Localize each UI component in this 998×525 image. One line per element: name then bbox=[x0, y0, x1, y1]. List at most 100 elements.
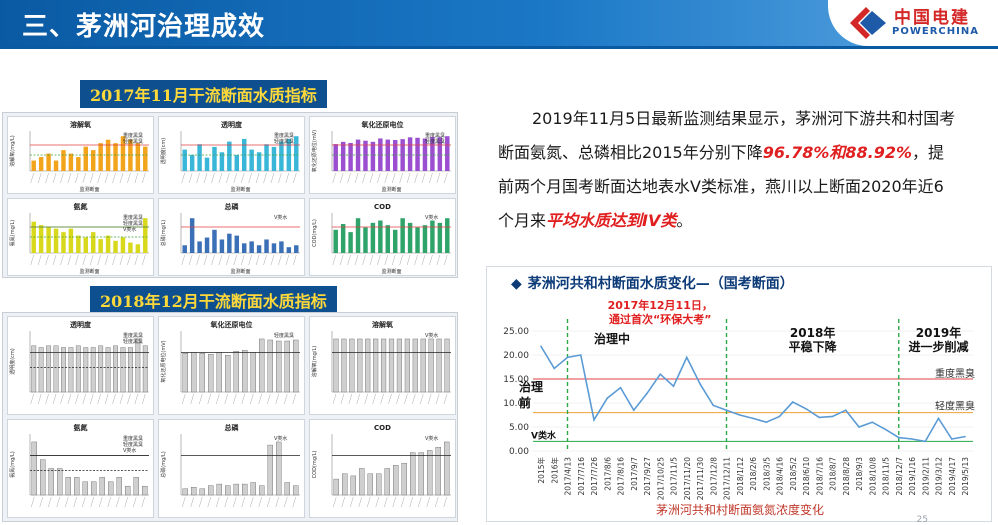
mini18-bar-0-3 bbox=[53, 345, 59, 393]
mini18-xtick-1-4 bbox=[216, 393, 220, 405]
mini17-bar-1-6 bbox=[227, 141, 232, 171]
mini18-xtick-4-6 bbox=[233, 496, 237, 508]
big-xtick-7: 2017/9/7 bbox=[630, 457, 639, 491]
mini18-xtick-5-13 bbox=[443, 496, 447, 508]
mini18-xtick-5-7 bbox=[392, 496, 396, 508]
mini18-xtick-0-10 bbox=[104, 393, 109, 405]
mini17-bar-1-2 bbox=[197, 144, 202, 171]
mini17-bar-5-12 bbox=[422, 225, 428, 253]
mini17-bar-3-4 bbox=[61, 232, 66, 253]
summary-part3: 。 bbox=[676, 211, 693, 230]
mini17-xtick-3-10 bbox=[104, 254, 109, 266]
mini18-xtick-0-11 bbox=[112, 393, 116, 405]
mini18-xtick-3-0 bbox=[31, 496, 35, 508]
mini17-xtick-4-3 bbox=[203, 254, 208, 266]
mini17-bar-2-1 bbox=[340, 141, 346, 171]
mini17-xtick-4-8 bbox=[240, 254, 245, 266]
mini17-bar-1-11 bbox=[264, 144, 269, 171]
mini18-xtick-3-2 bbox=[48, 496, 52, 508]
mini17-bar-4-0 bbox=[182, 245, 187, 253]
mini17-xtick-2-2 bbox=[347, 172, 351, 184]
mini17-xtick-1-0 bbox=[181, 172, 185, 184]
mini18-bar-2-1 bbox=[341, 338, 347, 393]
mini18-chart-5: COD COD(mg/L) V类水 bbox=[309, 419, 456, 518]
mini17-xtick-3-3 bbox=[52, 254, 57, 266]
mini18-bar-3-12 bbox=[133, 477, 139, 496]
big-xtick-13: 2017/12/8 bbox=[709, 457, 718, 496]
mini17-xtick-0-14 bbox=[134, 172, 139, 184]
mini18-xtick-2-7 bbox=[388, 393, 392, 405]
mini18-bar-2-5 bbox=[373, 338, 379, 393]
mini17-bar-5-13 bbox=[430, 220, 435, 253]
ammonia-point-20 bbox=[805, 407, 807, 410]
header-divider bbox=[0, 46, 998, 49]
mini18-xtick-2-14 bbox=[443, 393, 448, 405]
mini18-xtick-5-5 bbox=[375, 496, 379, 508]
mini17-xtick-3-14 bbox=[134, 254, 139, 266]
big-xtick-25: 2018/10/8 bbox=[868, 457, 877, 496]
mini18-bar-3-7 bbox=[90, 481, 97, 496]
mini18-bar-1-9 bbox=[258, 338, 265, 393]
big-xtick-18: 2018/4/16 bbox=[776, 457, 785, 496]
mini17-xtick-1-1 bbox=[188, 172, 193, 184]
mini17-xtick-4-15 bbox=[293, 254, 297, 266]
ammonia-point-7 bbox=[632, 409, 635, 411]
big-xtick-3: 2017/7/16 bbox=[577, 457, 586, 496]
mini-chart-grid-2018: 透明度 透明度(cm) 重度黑臭 轻度黑臭 氧化还原电位 氧化还原电位(mV) 轻度黑臭 溶解… bbox=[2, 312, 458, 522]
mini18-bar-3-2 bbox=[48, 468, 55, 496]
mini18-xtick-0-6 bbox=[75, 393, 79, 405]
summary-part1: 2019年11月5日最新监测结果显示，茅洲河下游共和村国考断面氨氮、总磷相比20… bbox=[498, 109, 956, 162]
mini17-bar-0-0 bbox=[31, 160, 36, 171]
mini17-bar-2-10 bbox=[407, 137, 413, 171]
mini18-xtick-0-15 bbox=[142, 393, 146, 405]
big-xtick-22: 2018/8/7 bbox=[829, 457, 838, 491]
ammonia-point-9 bbox=[659, 373, 662, 375]
mini18-xtick-4-2 bbox=[199, 496, 203, 508]
mini17-bar-1-15 bbox=[294, 136, 299, 171]
mini18-xtick-0-14 bbox=[134, 393, 139, 405]
mini17-legend-2-1: 轻度黑臭 bbox=[425, 138, 445, 145]
mini18-bar-0-10 bbox=[105, 347, 111, 393]
ammonia-point-10 bbox=[672, 385, 675, 387]
mini17-bar-0-11 bbox=[113, 143, 118, 171]
mini18-bar-2-6 bbox=[380, 338, 387, 393]
mini17-bar-0-9 bbox=[98, 143, 103, 171]
mini18-xtick-5-0 bbox=[333, 496, 337, 508]
mini17-legend-3-0: 重度黑臭 bbox=[123, 214, 143, 221]
big-xtick-15: 2018/1/12 bbox=[736, 457, 745, 496]
mini17-legend-2-0: 重度黑臭 bbox=[425, 132, 445, 139]
powerchina-logo-icon bbox=[850, 7, 886, 39]
mini17-xtick-0-11 bbox=[112, 172, 116, 184]
summary-part2: ，提前两个月国考断面达地表水V类标准，燕川以上断面2020年近6个月来 bbox=[498, 143, 945, 230]
mini17-bar-5-4 bbox=[363, 227, 368, 253]
mini17-bar-2-7 bbox=[385, 139, 391, 171]
mini17-xtick-1-14 bbox=[285, 172, 290, 184]
light-label: 轻度黑臭 bbox=[935, 400, 975, 413]
mini17-xtick-5-4 bbox=[362, 254, 366, 266]
mini17-bar-5-11 bbox=[415, 227, 420, 253]
mini18-bar-1-11 bbox=[275, 340, 282, 393]
mini18-chart-3: 氨氮 氨氮(mg/L) 重度黑臭 轻度黑臭 V类水 bbox=[7, 419, 154, 518]
mini18-bar-3-9 bbox=[107, 481, 114, 496]
ammonia-point-26 bbox=[884, 428, 887, 431]
mini17-bar-4-15 bbox=[294, 245, 299, 253]
mini18-xtick-4-7 bbox=[241, 496, 245, 508]
mini17-bar-3-5 bbox=[68, 228, 74, 253]
mini18-legend-5-0: V类水 bbox=[425, 435, 438, 442]
ammonia-point-2 bbox=[566, 356, 569, 359]
mini18-xtick-1-13 bbox=[292, 393, 296, 405]
mini18-xtick-5-2 bbox=[350, 496, 354, 508]
ammonia-point-8 bbox=[646, 392, 648, 395]
ammonia-point-17 bbox=[765, 421, 768, 423]
phase-label-2019-desc: 进一步削减 bbox=[908, 339, 968, 354]
mini-chart-grid-2017: 溶解氧 溶解氧(mg/L) 重度黑臭 轻度黑臭 监测断面 透明度 透明度(cm) 重度黑臭 轻度… bbox=[2, 112, 458, 278]
mini17-xtick-0-2 bbox=[45, 172, 49, 184]
mini17-xtick-4-10 bbox=[255, 254, 260, 266]
mini17-xtick-0-9 bbox=[97, 172, 101, 184]
mini17-xtick-0-15 bbox=[142, 172, 146, 184]
mini17-xtick-4-11 bbox=[263, 254, 267, 266]
mini17-xtick-2-15 bbox=[444, 172, 448, 184]
